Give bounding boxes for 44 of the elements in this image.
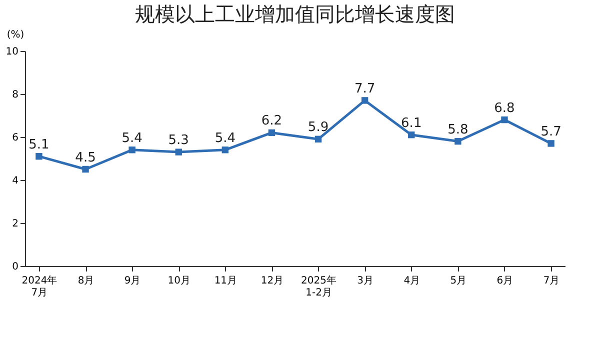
point — [82, 166, 89, 173]
point — [548, 140, 554, 147]
point — [314, 136, 322, 143]
data-label: 5.8 — [448, 122, 468, 138]
data-label: 6.2 — [261, 114, 282, 129]
x-tick-label: 6月 — [496, 276, 514, 286]
x-tick-label: 2025年 1-2月 — [301, 274, 336, 298]
point — [408, 131, 415, 138]
point — [175, 148, 182, 156]
x-tick-label: 4月 — [404, 276, 420, 286]
point — [222, 146, 229, 154]
x-tick-label: 10月 — [168, 276, 190, 286]
y-tick-label: 10 — [6, 46, 18, 58]
y-tick-label: 4 — [12, 176, 18, 186]
data-label: 5.7 — [540, 124, 562, 140]
point — [501, 116, 508, 124]
point — [361, 97, 368, 104]
x-tick-label: 7月 — [543, 276, 560, 286]
x-tick-label: 5月 — [450, 276, 467, 286]
data-label: 6.8 — [494, 100, 515, 116]
y-tick-label: 0 — [12, 262, 18, 272]
x-tick-label: 3月 — [357, 276, 374, 286]
x-tick-label: 11月 — [214, 276, 238, 286]
y-tick-label: 2 — [12, 218, 18, 230]
y-axis-title: (%) — [6, 30, 24, 40]
data-label: 5.4 — [214, 130, 236, 146]
point — [268, 129, 276, 136]
x-tick-label: 12月 — [260, 276, 284, 286]
x-tick-label: 9月 — [124, 276, 141, 286]
x-tick-label: 8月 — [78, 276, 94, 286]
point — [128, 146, 136, 154]
data-label: 5.1 — [28, 137, 50, 152]
data-label: 5.4 — [122, 130, 142, 146]
x-tick-label: 2024年 7月 — [22, 274, 58, 298]
y-tick-label: 8 — [12, 90, 18, 100]
point — [36, 152, 42, 160]
chart-title: 规模以上工业增加值同比增长速度图 — [135, 2, 455, 26]
point — [454, 138, 462, 145]
data-label: 5.9 — [308, 120, 329, 136]
data-label: 6.1 — [401, 116, 422, 131]
data-label: 7.7 — [354, 81, 376, 96]
y-tick-label: 6 — [12, 132, 18, 144]
data-label: 4.5 — [75, 150, 96, 166]
data-label: 5.3 — [168, 133, 189, 148]
